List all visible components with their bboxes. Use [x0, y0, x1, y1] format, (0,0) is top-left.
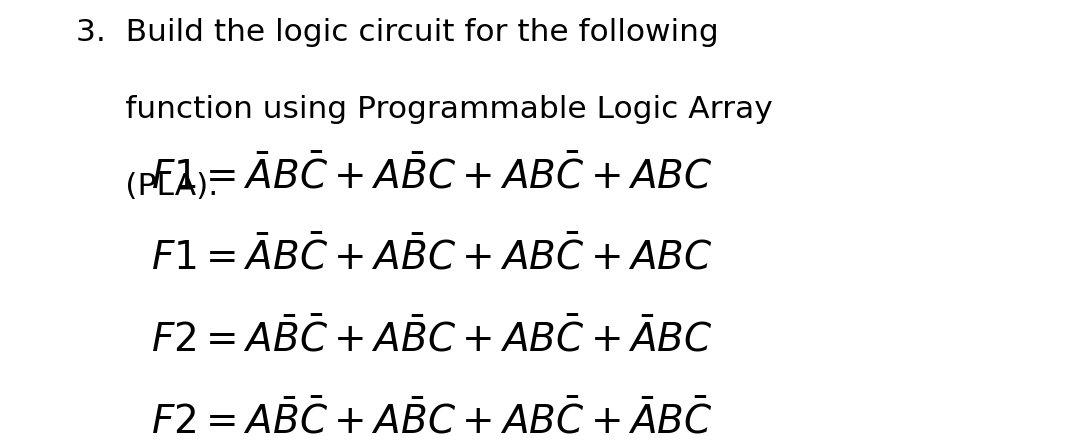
Text: function using Programmable Logic Array: function using Programmable Logic Array	[76, 95, 772, 124]
Text: $\mathbf{\mathit{F2 = A\bar{B}\bar{C} + A\bar{B}C + AB\bar{C} + \bar{A}BC}}$: $\mathbf{\mathit{F2 = A\bar{B}\bar{C} + …	[151, 318, 713, 359]
Text: (PLA).: (PLA).	[76, 172, 218, 201]
Text: $\mathbf{\mathit{F1 = \bar{A}B\bar{C} + A\bar{B}C + AB\bar{C} + ABC}}$: $\mathbf{\mathit{F1 = \bar{A}B\bar{C} + …	[151, 154, 713, 196]
Text: 3.  Build the logic circuit for the following: 3. Build the logic circuit for the follo…	[76, 18, 718, 47]
Text: $\mathbf{\mathit{F2 = A\bar{B}\bar{C} + A\bar{B}C + AB\bar{C} + \bar{A}B\bar{C}}: $\mathbf{\mathit{F2 = A\bar{B}\bar{C} + …	[151, 399, 713, 441]
Text: $\mathbf{\mathit{F1 = \bar{A}B\bar{C} + A\bar{B}C + AB\bar{C} + ABC}}$: $\mathbf{\mathit{F1 = \bar{A}B\bar{C} + …	[151, 236, 713, 278]
